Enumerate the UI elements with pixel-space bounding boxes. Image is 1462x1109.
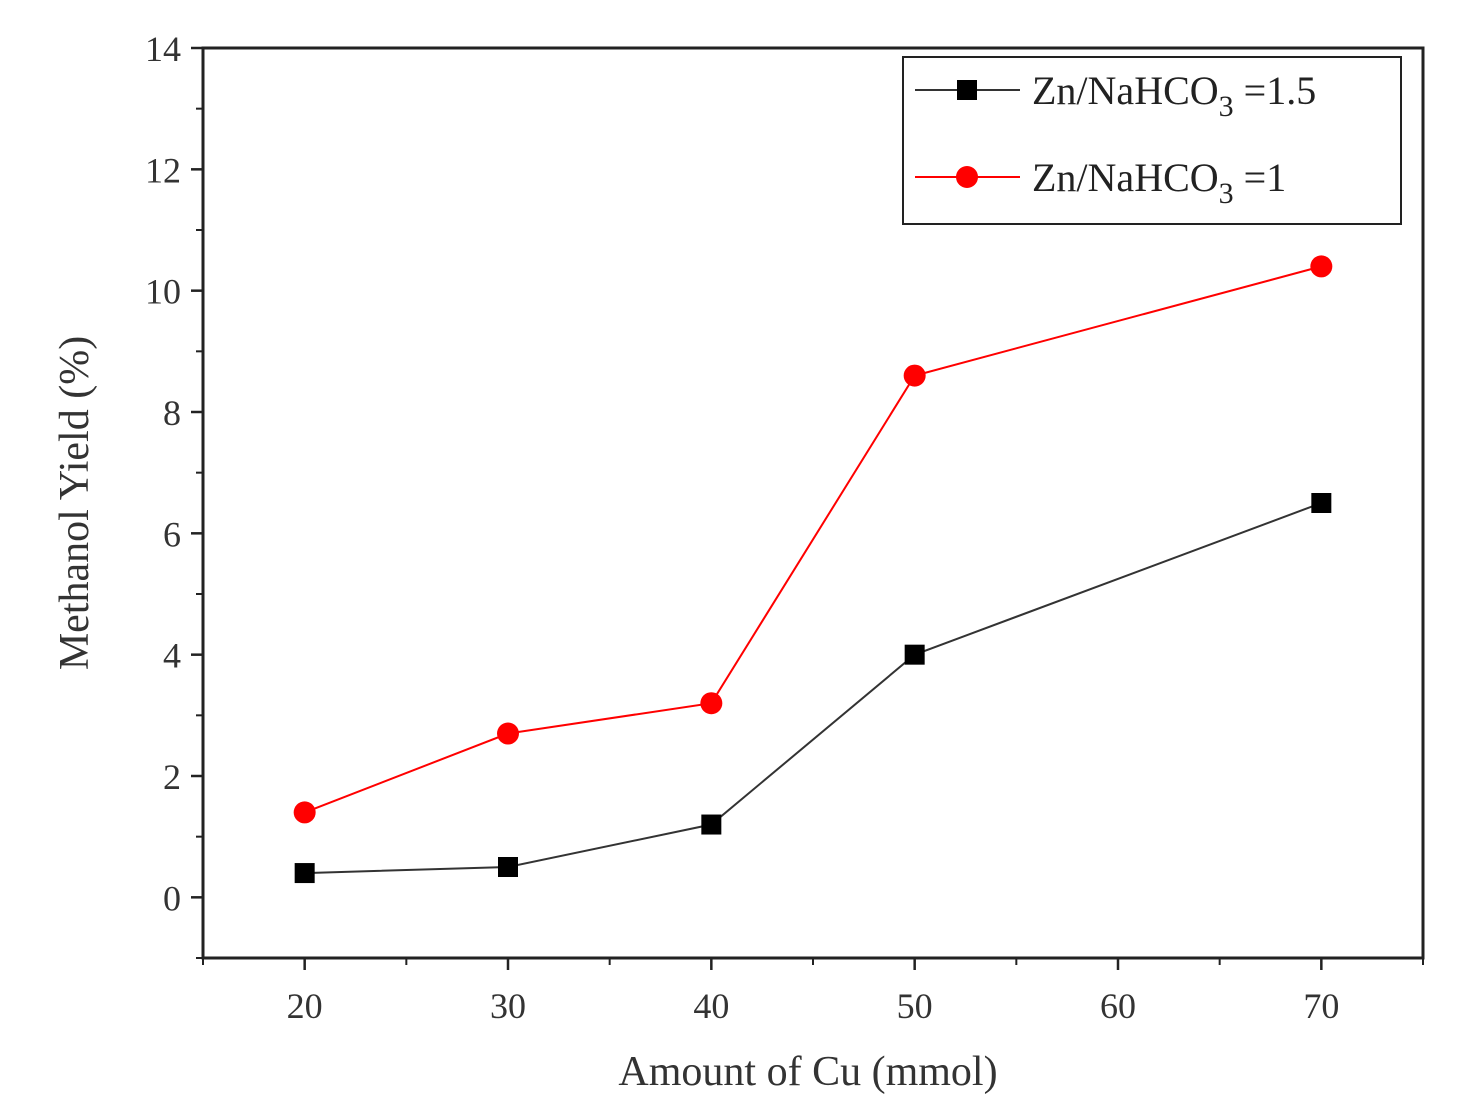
data-point-s0-0 xyxy=(294,863,315,884)
x-axis-title: Amount of Cu (mmol) xyxy=(618,1049,997,1095)
x-tick-label-50: 50 xyxy=(897,986,933,1026)
legend: Zn/NaHCO3 =1.5 Zn/NaHCO3 =1 xyxy=(902,56,1402,225)
y-tick-label-14: 14 xyxy=(145,29,181,69)
y-tick-label-6: 6 xyxy=(163,514,181,554)
data-point-s0-2 xyxy=(701,814,722,835)
x-tick-label-30: 30 xyxy=(490,986,526,1026)
y-tick-label-0: 0 xyxy=(163,878,181,918)
data-point-s1-2 xyxy=(700,692,723,715)
y-tick-label-4: 4 xyxy=(163,636,181,676)
data-point-s1-0 xyxy=(293,801,316,824)
data-point-s0-4 xyxy=(1311,493,1332,513)
y-tick-label-12: 12 xyxy=(145,150,181,190)
legend-label-0: Zn/NaHCO3 =1.5 xyxy=(1032,68,1316,123)
series-line-1 xyxy=(304,265,1322,814)
data-point-s0-3 xyxy=(904,644,925,665)
series-0 xyxy=(294,493,1332,884)
data-point-s1-1 xyxy=(497,722,519,745)
x-tick-label-40: 40 xyxy=(693,986,729,1026)
y-tick-label-2: 2 xyxy=(163,757,181,797)
legend-marker-0 xyxy=(957,80,977,100)
series-1 xyxy=(293,255,1333,824)
series-line-0 xyxy=(304,502,1322,875)
legend-label-1: Zn/NaHCO3 =1 xyxy=(1032,155,1286,210)
y-tick-label-10: 10 xyxy=(145,272,181,312)
data-point-s1-3 xyxy=(903,364,926,387)
y-tick-label-8: 8 xyxy=(163,393,181,433)
x-tick-label-70: 70 xyxy=(1303,986,1339,1026)
legend-marker-1 xyxy=(956,166,978,188)
x-tick-label-60: 60 xyxy=(1100,986,1136,1026)
legend-box xyxy=(902,56,1402,225)
y-axis-title: Methanol Yield (%) xyxy=(52,336,98,670)
data-point-s1-4 xyxy=(1310,255,1333,278)
data-point-s0-1 xyxy=(498,857,518,877)
x-tick-label-20: 20 xyxy=(287,986,323,1026)
